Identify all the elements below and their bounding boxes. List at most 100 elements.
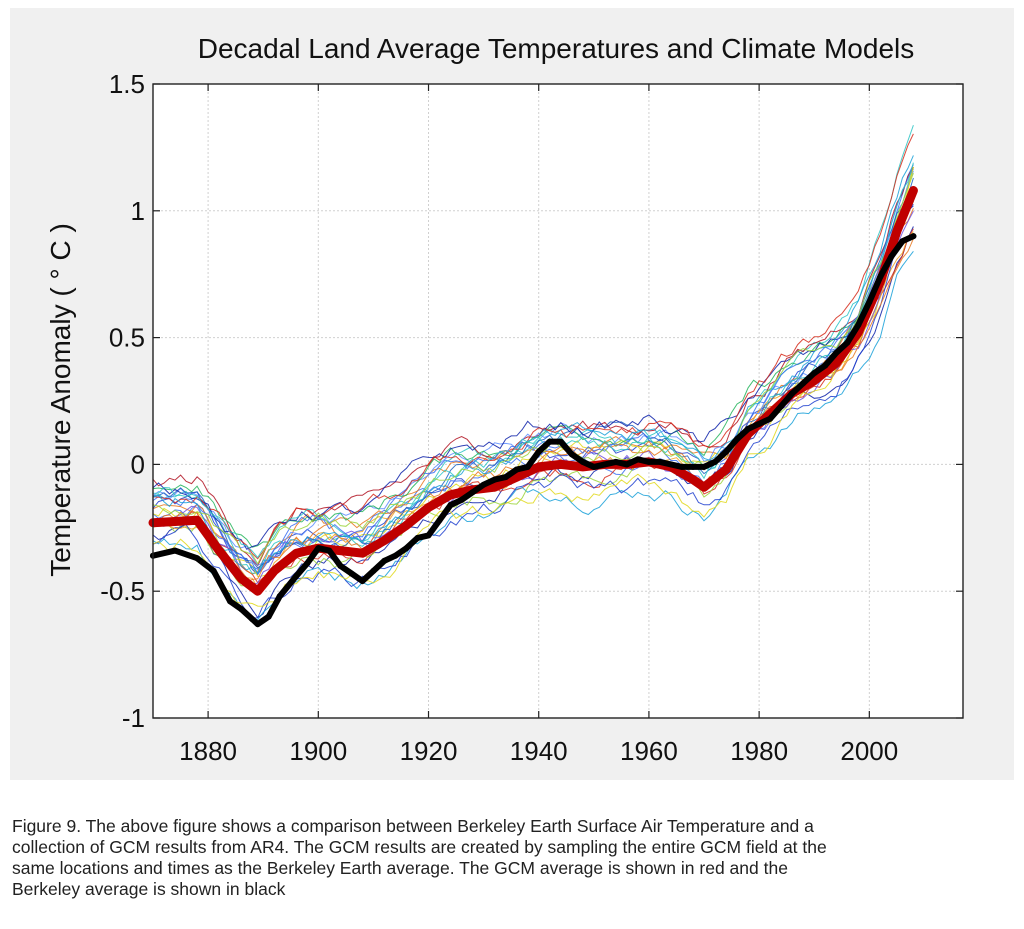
gcm-average-point [492,484,498,490]
berkeley-average-point [315,545,322,552]
y-axis-label: Temperature Anomaly ( ° C ) [45,223,76,577]
berkeley-average-point [811,370,818,377]
gcm-average-point [255,588,261,594]
x-tick-label: 1980 [730,736,788,766]
berkeley-average-point [734,436,741,443]
gcm-average-point [194,517,200,523]
y-tick-label: 0.5 [109,323,145,353]
berkeley-average-point [557,438,564,445]
x-tick-label: 1900 [289,736,347,766]
gcm-model-run [152,177,914,569]
berkeley-average-point [678,463,685,470]
x-tick-label: 1880 [179,736,237,766]
berkeley-average-point [656,458,663,465]
chart-title: Decadal Land Average Temperatures and Cl… [198,33,915,64]
gcm-model-run [152,172,914,565]
berkeley-average-point [227,598,234,605]
berkeley-average-point [822,362,829,369]
gcm-average-point [426,505,432,511]
berkeley-average-point [789,390,796,397]
gcm-average-point [536,464,542,470]
berkeley-average-point [712,458,719,465]
berkeley-average-point [690,463,696,470]
gcm-average-point [403,522,409,528]
berkeley-average-point [601,461,608,468]
caption-line: Berkeley average is shown in black [12,879,286,899]
berkeley-average-point [348,570,355,577]
berkeley-average-point [844,339,851,346]
berkeley-average-point [645,458,652,465]
berkeley-average-point [756,420,763,427]
berkeley-average-point [304,560,311,567]
berkeley-average-point [276,593,283,600]
gcm-average-point [216,548,222,554]
y-tick-label: 1.5 [109,69,145,99]
berkeley-average-point [381,557,388,564]
gcm-model-run [152,133,914,560]
berkeley-average-point [524,463,531,470]
gcm-average-point [833,360,839,366]
y-tick-label: 1 [131,196,145,226]
berkeley-average-point [546,438,553,445]
figure-caption: Figure 9. The above figure shows a compa… [12,816,1002,900]
berkeley-average-point [910,233,917,240]
gcm-model-run [152,210,914,586]
berkeley-average-point [326,547,333,554]
gcm-model-run [152,168,914,575]
berkeley-average-point [172,547,179,554]
berkeley-average-point [612,458,619,465]
gcm-average-point [910,188,916,194]
x-tick-label: 1920 [400,736,458,766]
gcm-average-point [723,466,729,472]
berkeley-average-point [370,567,377,574]
berkeley-average-point [210,567,217,574]
berkeley-average-point [723,448,730,455]
y-tick-label: -1 [122,703,145,733]
x-tick-label: 1960 [620,736,678,766]
berkeley-average-point [359,578,366,585]
berkeley-average-point [447,501,454,508]
gcm-average-point [701,484,707,490]
gcm-average-point [558,461,564,467]
berkeley-average-point [888,253,895,260]
gcm-average-point [811,378,817,384]
berkeley-average-point [469,489,476,496]
berkeley-average-point [855,321,862,328]
gcm-model-run [152,155,914,575]
y-tick-label: -0.5 [100,576,145,606]
berkeley-average-point [535,448,542,455]
gcm-average-point [690,477,696,483]
y-tick-label: 0 [131,449,145,479]
berkeley-average-point [436,517,443,524]
berkeley-average-point [745,425,752,432]
gcm-average-point [381,537,387,543]
axis-ticks: 1880 1900 1920 1940 1960 1980 2000 -1 -0.5 0 0.5 1 1… [100,69,963,766]
berkeley-average-point [238,605,245,612]
gcm-average-point [514,474,520,480]
temperature-chart: 1880 1900 1920 1940 1960 1980 2000 -1 -0.5 0 0.5 1 1… [45,33,964,766]
caption-line: collection of GCM results from AR4. The … [12,837,827,857]
plot-frame [152,83,964,719]
berkeley-average-point [623,461,630,468]
berkeley-average-point [254,621,261,628]
berkeley-average-point [634,456,641,463]
berkeley-average-point [767,415,774,422]
series-lines [148,186,918,628]
berkeley-average-point [491,476,498,483]
gcm-model-run [152,162,914,559]
gcm-average-point [894,228,900,234]
caption-line: same locations and times as the Berkeley… [12,858,788,878]
x-tick-label: 2000 [840,736,898,766]
berkeley-average-point [480,481,487,488]
berkeley-average-point [403,545,410,552]
berkeley-average-point [392,552,399,559]
gcm-average-point [271,568,277,574]
berkeley-average-point [458,496,465,503]
gcm-average-point [293,550,299,556]
berkeley-average-point [425,532,432,539]
berkeley-average-point [265,613,272,620]
berkeley-average-point [877,273,884,280]
gcm-average-point [448,492,454,498]
x-tick-label: 1940 [510,736,568,766]
gcm-average-point [337,548,343,554]
